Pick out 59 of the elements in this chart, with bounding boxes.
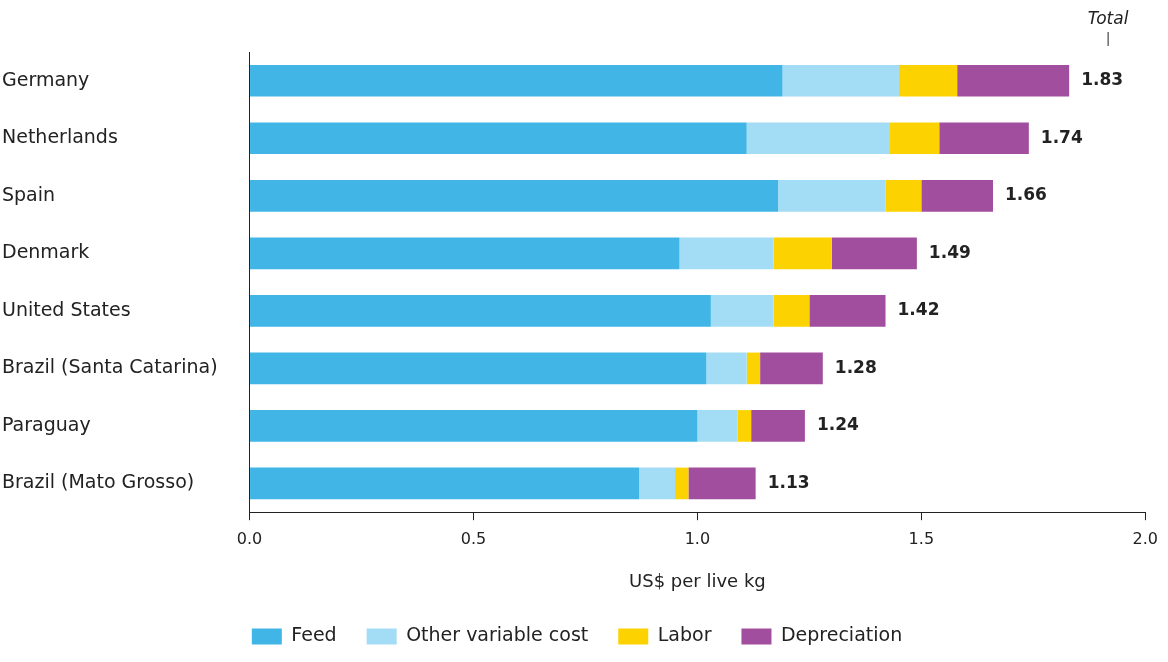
bar xyxy=(679,237,774,270)
legend-label: Feed xyxy=(291,623,337,646)
bar xyxy=(710,295,774,327)
y-tick-label: Spain xyxy=(2,182,56,205)
total-label: 1.42 xyxy=(897,299,940,320)
bar xyxy=(782,64,899,97)
bar xyxy=(250,352,707,385)
legend-label: Labor xyxy=(657,623,712,646)
x-tick-label: 2.0 xyxy=(1132,528,1158,548)
total-label: 1.24 xyxy=(816,414,860,435)
y-tick-label: Denmark xyxy=(2,240,90,263)
bar xyxy=(250,237,680,270)
total-label: 1.83 xyxy=(1081,69,1124,90)
bar xyxy=(751,410,805,442)
y-tick-label: Germany xyxy=(2,67,90,90)
bar xyxy=(250,64,783,97)
total-label: 1.28 xyxy=(834,356,877,377)
total-label: 1.66 xyxy=(1005,184,1047,205)
y-tick-label: Netherlands xyxy=(2,125,118,148)
x-tick-label: 1.5 xyxy=(908,528,935,548)
bar xyxy=(921,179,993,212)
bar xyxy=(831,237,917,270)
bar xyxy=(778,179,886,212)
bar xyxy=(957,64,1070,97)
bar xyxy=(746,122,890,155)
x-tick-label: 1.0 xyxy=(684,528,711,548)
y-tick-label: United States xyxy=(2,297,131,320)
bar xyxy=(706,352,747,385)
bar xyxy=(746,352,761,385)
bar xyxy=(250,295,711,327)
legend-label: Depreciation xyxy=(780,623,903,646)
total-label: 1.49 xyxy=(928,241,971,262)
bar xyxy=(809,295,886,327)
x-tick-label: 0.5 xyxy=(460,528,487,548)
x-axis-title: US$ per live kg xyxy=(629,569,766,591)
bar xyxy=(250,179,779,212)
legend-label: Other variable cost xyxy=(406,623,589,646)
bar xyxy=(250,122,747,155)
y-tick-label: Paraguay xyxy=(2,412,91,435)
bar xyxy=(639,467,676,500)
bar xyxy=(688,467,756,500)
bar xyxy=(889,122,940,155)
bar xyxy=(939,122,1029,155)
bar xyxy=(773,237,832,270)
bar xyxy=(697,410,738,442)
bar xyxy=(675,467,689,500)
text: Total xyxy=(1087,7,1129,28)
bar xyxy=(760,352,823,385)
bar xyxy=(898,64,958,97)
y-tick-label: Brazil (Mato Grosso) xyxy=(2,470,195,493)
bar xyxy=(250,410,698,442)
y-tick-label: Brazil (Santa Catarina) xyxy=(2,355,218,378)
total-label: 1.13 xyxy=(767,471,810,492)
bar xyxy=(250,467,640,500)
bar xyxy=(773,295,810,327)
x-tick-label: 0.0 xyxy=(236,528,263,548)
total-label: 1.74 xyxy=(1040,126,1083,147)
bar xyxy=(737,410,752,442)
bar xyxy=(885,179,922,212)
